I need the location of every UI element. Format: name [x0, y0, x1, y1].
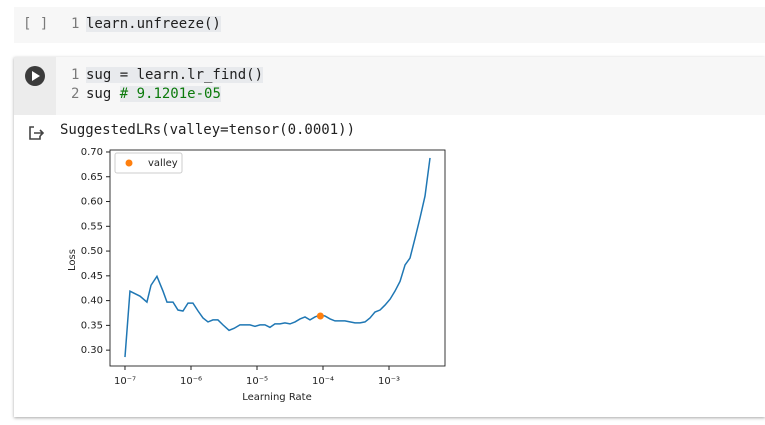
x-tick-label: 10⁻⁷ [114, 376, 136, 387]
line-number: 1 [71, 67, 80, 83]
code-line: learn.unfreeze() [86, 16, 221, 32]
x-tick-label: 10⁻⁴ [312, 376, 334, 387]
legend-label: valley [148, 158, 178, 169]
code-comment: # 9.1201e-05 [119, 86, 221, 102]
code-text: sug [86, 86, 112, 102]
output-text: SuggestedLRs(valley=tensor(0.0001)) [60, 122, 356, 138]
y-tick-label: 0.65 [81, 172, 103, 183]
y-tick-label: 0.40 [81, 296, 103, 307]
plot-frame [109, 149, 446, 367]
y-axis-label: Loss [67, 249, 78, 271]
code-line: sug # 9.1201e-05 [86, 86, 221, 102]
y-tick-label: 0.70 [81, 147, 103, 158]
loss-line [124, 157, 431, 358]
cell-prompt: [ ] [23, 16, 49, 32]
code-cell[interactable] [14, 57, 765, 417]
y-tick-label: 0.50 [81, 246, 103, 257]
valley-point [316, 312, 324, 320]
code-line: sug = learn.lr_find() [86, 67, 264, 83]
x-tick-label: 10⁻⁵ [246, 376, 268, 387]
output-icon[interactable] [28, 125, 46, 141]
run-button[interactable] [24, 65, 46, 87]
x-tick-label: 10⁻³ [378, 376, 400, 387]
x-tick-label: 10⁻⁶ [180, 376, 202, 387]
legend-box [114, 152, 183, 174]
y-tick-label: 0.45 [81, 271, 103, 282]
y-tick-label: 0.35 [81, 320, 103, 331]
line-number: 2 [71, 86, 80, 102]
x-axis-label: Learning Rate [242, 392, 312, 403]
y-tick-label: 0.60 [81, 197, 103, 208]
y-tick-label: 0.55 [81, 221, 103, 232]
line-number: 1 [71, 16, 80, 32]
y-tick-label: 0.30 [81, 345, 103, 356]
legend-marker [125, 159, 133, 167]
